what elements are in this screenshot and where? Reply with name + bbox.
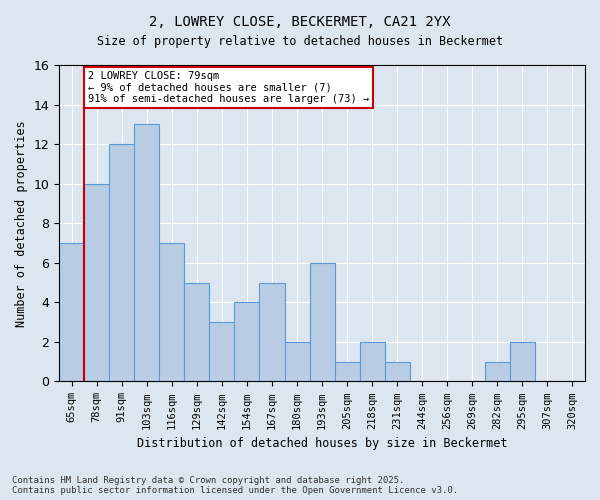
Bar	[134, 124, 160, 382]
Bar	[209, 322, 235, 382]
Bar	[160, 243, 184, 382]
Bar	[359, 342, 385, 382]
Bar	[235, 302, 259, 382]
Bar	[335, 362, 359, 382]
Bar	[485, 362, 510, 382]
Text: Contains HM Land Registry data © Crown copyright and database right 2025.
Contai: Contains HM Land Registry data © Crown c…	[12, 476, 458, 495]
Bar	[310, 263, 335, 382]
Bar	[510, 342, 535, 382]
Text: 2, LOWREY CLOSE, BECKERMET, CA21 2YX: 2, LOWREY CLOSE, BECKERMET, CA21 2YX	[149, 15, 451, 29]
Text: Size of property relative to detached houses in Beckermet: Size of property relative to detached ho…	[97, 35, 503, 48]
X-axis label: Distribution of detached houses by size in Beckermet: Distribution of detached houses by size …	[137, 437, 508, 450]
Bar	[59, 243, 84, 382]
Text: 2 LOWREY CLOSE: 79sqm
← 9% of detached houses are smaller (7)
91% of semi-detach: 2 LOWREY CLOSE: 79sqm ← 9% of detached h…	[88, 71, 369, 104]
Y-axis label: Number of detached properties: Number of detached properties	[15, 120, 28, 326]
Bar	[84, 184, 109, 382]
Bar	[184, 282, 209, 382]
Bar	[109, 144, 134, 382]
Bar	[259, 282, 284, 382]
Bar	[284, 342, 310, 382]
Bar	[385, 362, 410, 382]
